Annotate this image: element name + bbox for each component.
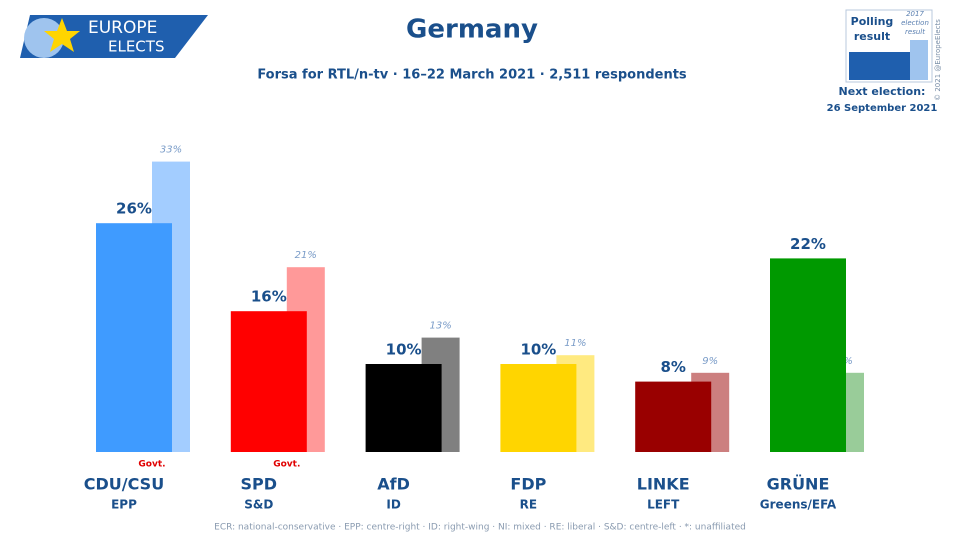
bar [500,364,577,452]
legend-frame [845,9,933,83]
value-label-previous: 13% [429,321,451,332]
value-label: 8% [660,358,685,376]
bar [365,364,442,452]
group-label: EPP [111,498,137,512]
group-label: ID [386,498,400,512]
chart-title: Germany [406,15,538,45]
value-label: 10% [520,341,556,359]
category-label: CDU/CSU [84,475,164,494]
group-label: S&D [244,498,273,512]
group-label: RE [520,498,537,512]
next-election: 26 September 2021 [827,103,938,114]
bar [635,381,712,452]
group-label: LEFT [647,498,680,512]
value-label-previous: 9% [702,356,718,367]
bar [770,258,846,452]
bar [96,223,172,452]
subtitle: Forsa for RTL/n-tv · 16–22 March 2021 · … [257,68,687,83]
bar [230,311,307,452]
category-label: LINKE [637,475,690,494]
govt-label: Govt. [273,460,300,470]
legend-swatch [910,40,928,80]
legend-swatch [849,52,910,80]
footnote: ECR: national-conservative · EPP: centre… [214,523,746,533]
logo-text: ELECTS [108,38,164,56]
logo-text: EUROPE [88,18,157,38]
value-label-previous: 11% [564,338,586,349]
category-label: GRÜNE [767,475,830,494]
value-label: 10% [386,341,422,359]
group-label: Greens/EFA [760,498,837,512]
legend-label: 2017 election result [901,10,929,36]
value-label: 26% [116,200,152,218]
legend-label: Polling result [850,15,894,43]
value-label: 16% [251,288,287,306]
category-label: AfD [377,475,410,494]
value-label-previous: 33% [160,145,182,156]
copyright: © 2021 @EuropeElects [934,19,942,101]
value-label-previous: 21% [295,250,317,261]
category-label: SPD [241,475,278,494]
next-election: Next election: [839,85,926,98]
govt-label: Govt. [138,460,165,470]
value-label: 22% [790,235,826,253]
category-label: FDP [510,475,546,494]
logo-star [44,18,80,52]
